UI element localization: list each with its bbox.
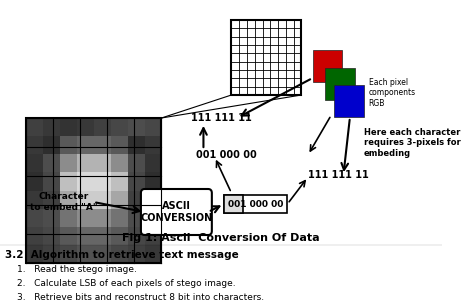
- Bar: [325, 68, 355, 100]
- Bar: [60, 118, 77, 136]
- Bar: [111, 118, 128, 136]
- Bar: [334, 85, 364, 117]
- Bar: [128, 118, 145, 136]
- Bar: [224, 195, 243, 213]
- Bar: [26, 118, 43, 136]
- Bar: [77, 191, 94, 209]
- Bar: [94, 154, 111, 172]
- Bar: [94, 118, 111, 136]
- Text: 001 000 00: 001 000 00: [196, 150, 257, 160]
- FancyBboxPatch shape: [141, 189, 212, 235]
- Bar: [145, 227, 162, 245]
- Bar: [43, 245, 60, 263]
- Bar: [128, 245, 145, 263]
- Bar: [26, 118, 162, 263]
- Bar: [77, 245, 94, 263]
- Bar: [231, 20, 301, 95]
- Bar: [60, 227, 77, 245]
- Bar: [43, 172, 60, 191]
- Bar: [94, 172, 111, 191]
- Bar: [43, 118, 60, 136]
- Bar: [77, 172, 94, 191]
- Bar: [128, 227, 145, 245]
- Bar: [145, 209, 162, 227]
- Bar: [128, 154, 145, 172]
- Bar: [145, 154, 162, 172]
- Bar: [60, 209, 77, 227]
- Bar: [26, 209, 43, 227]
- Text: Character
to embed "A": Character to embed "A": [30, 192, 97, 212]
- Bar: [145, 118, 162, 136]
- Text: 111 111 11: 111 111 11: [191, 113, 252, 123]
- Text: 2.   Calculate LSB of each pixels of stego image.: 2. Calculate LSB of each pixels of stego…: [17, 279, 236, 289]
- Bar: [111, 227, 128, 245]
- Bar: [128, 209, 145, 227]
- Bar: [43, 154, 60, 172]
- Bar: [77, 118, 94, 136]
- Text: 001 000 00: 001 000 00: [228, 200, 283, 208]
- Bar: [43, 227, 60, 245]
- Bar: [26, 118, 162, 263]
- Bar: [145, 136, 162, 154]
- Bar: [224, 195, 287, 213]
- Bar: [313, 50, 343, 82]
- Bar: [60, 191, 77, 209]
- Text: ASCII
CONVERSION: ASCII CONVERSION: [140, 201, 212, 223]
- Bar: [111, 245, 128, 263]
- Bar: [77, 154, 94, 172]
- Bar: [94, 209, 111, 227]
- Bar: [77, 136, 94, 154]
- Bar: [60, 136, 77, 154]
- Bar: [77, 227, 94, 245]
- Bar: [43, 191, 60, 209]
- Text: Here each character
requires 3-pixels for
embeding: Here each character requires 3-pixels fo…: [364, 128, 461, 158]
- Bar: [145, 245, 162, 263]
- Text: Each pixel
components
RGB: Each pixel components RGB: [369, 78, 416, 108]
- Bar: [94, 136, 111, 154]
- Bar: [111, 154, 128, 172]
- Bar: [26, 227, 43, 245]
- Text: Fig 1: Ascii  Conversion Of Data: Fig 1: Ascii Conversion Of Data: [122, 233, 320, 243]
- Bar: [77, 209, 94, 227]
- Bar: [60, 154, 77, 172]
- Bar: [26, 245, 43, 263]
- Text: 3.   Retrieve bits and reconstruct 8 bit into characters.: 3. Retrieve bits and reconstruct 8 bit i…: [17, 293, 264, 303]
- Bar: [145, 191, 162, 209]
- Bar: [128, 136, 145, 154]
- Bar: [111, 191, 128, 209]
- Bar: [43, 209, 60, 227]
- Bar: [60, 245, 77, 263]
- Bar: [145, 172, 162, 191]
- Bar: [26, 172, 43, 191]
- Text: 3.2  Algorithm to retrieve text message: 3.2 Algorithm to retrieve text message: [5, 250, 238, 260]
- Text: 1.   Read the stego image.: 1. Read the stego image.: [17, 266, 137, 274]
- Bar: [60, 172, 77, 191]
- Bar: [128, 191, 145, 209]
- Bar: [111, 136, 128, 154]
- Bar: [43, 136, 60, 154]
- Bar: [94, 191, 111, 209]
- Bar: [94, 227, 111, 245]
- Bar: [26, 136, 43, 154]
- Bar: [26, 154, 43, 172]
- Text: 111 111 11: 111 111 11: [308, 170, 369, 180]
- Bar: [26, 191, 43, 209]
- Bar: [111, 209, 128, 227]
- Bar: [128, 172, 145, 191]
- Bar: [111, 172, 128, 191]
- Bar: [94, 245, 111, 263]
